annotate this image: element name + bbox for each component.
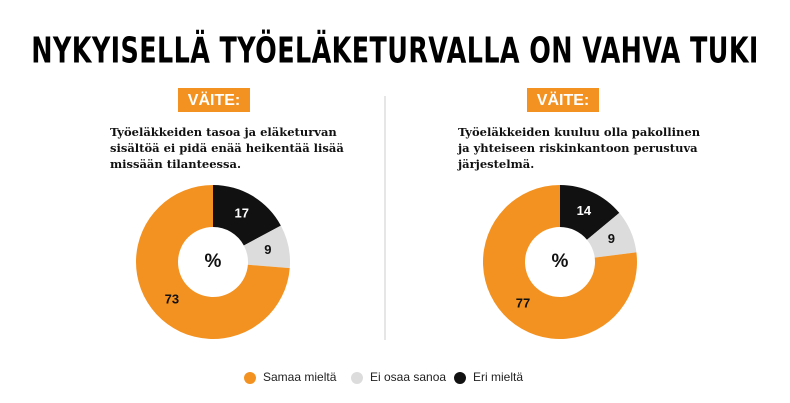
statement-line: Työeläkkeiden tasoa ja eläketurvan xyxy=(110,125,337,139)
legend-label: Eri mieltä xyxy=(473,370,523,384)
segment-label: 77 xyxy=(516,295,530,310)
statement-line: Työeläkkeiden kuuluu olla pakollinen xyxy=(458,125,701,139)
badge: VÄITE: xyxy=(188,91,240,109)
segment-label: 9 xyxy=(264,242,271,257)
legend-label: Ei osaa sanoa xyxy=(370,370,446,384)
statement-line: sisältöä ei pidä enää heikentää lisää xyxy=(110,141,344,155)
donut-segment xyxy=(243,225,290,269)
center-label: % xyxy=(552,251,569,272)
legend-swatch xyxy=(454,372,466,384)
segment-label: 73 xyxy=(165,291,179,306)
segment-label: 17 xyxy=(235,205,249,220)
badge-bg xyxy=(178,88,250,112)
statement-line: missään tilanteessa. xyxy=(110,157,241,171)
center-label: % xyxy=(205,251,222,272)
segment-label: 9 xyxy=(608,231,615,246)
donut-segment xyxy=(560,185,620,240)
donut-segment xyxy=(213,185,281,246)
title: NYKYISELLÄ TYÖELÄKETURVALLA ON VAHVA TUK… xyxy=(31,29,759,72)
badge: VÄITE: xyxy=(537,91,589,109)
donut-segment xyxy=(135,185,290,339)
segment-label: 14 xyxy=(577,203,592,218)
badge-bg xyxy=(527,88,599,112)
statement-line: järjestelmä. xyxy=(457,157,534,171)
legend-swatch xyxy=(244,372,256,384)
donut-segment xyxy=(483,185,637,340)
statement-line: ja yhteiseen riskinkantoon perustuva xyxy=(457,141,698,155)
legend-swatch xyxy=(351,372,363,384)
legend-label: Samaa mieltä xyxy=(263,370,337,384)
donut-segment xyxy=(586,212,637,258)
